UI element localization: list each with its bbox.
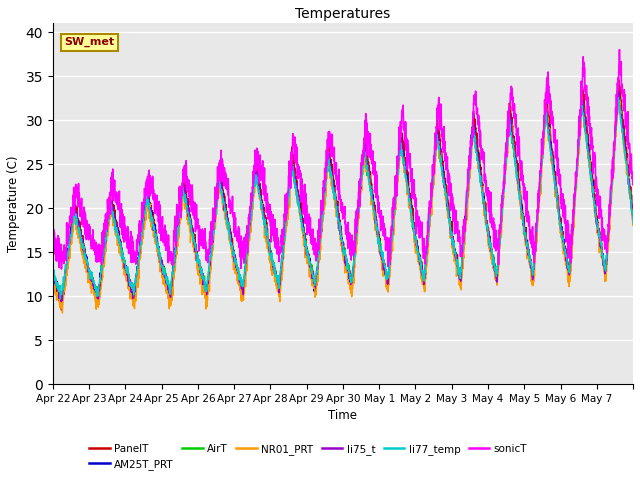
Line: AirT: AirT [53,95,633,300]
AM25T_PRT [232,263,240,269]
li77_temp [232,263,240,268]
AirT [232,265,240,271]
PanelT [378,252,386,258]
Y-axis label: Temperature (C): Temperature (C) [7,156,20,252]
NR01_PRT [108,193,115,199]
Line: li77_temp: li77_temp [53,97,633,299]
sonicT [232,228,240,234]
li77_temp [378,253,386,259]
sonicT [621,108,629,113]
AirT [108,204,115,210]
PanelT [518,201,526,207]
NR01_PRT [232,270,240,276]
sonicT [629,176,637,181]
AM25T_PRT [629,216,637,221]
Title: Temperatures: Temperatures [295,7,390,21]
AM25T_PRT [49,275,57,280]
AirT [551,178,559,183]
NR01_PRT [629,215,637,221]
AM25T_PRT [614,84,622,90]
li77_temp [518,211,526,217]
li77_temp [551,179,559,184]
NR01_PRT [614,95,622,100]
sonicT [49,229,57,235]
NR01_PRT [49,280,57,286]
PanelT [629,204,637,210]
li75_t [629,214,637,219]
NR01_PRT [621,152,629,158]
AM25T_PRT [93,299,101,305]
li77_temp [621,149,629,155]
PanelT [621,138,629,144]
sonicT [378,226,386,232]
Line: NR01_PRT: NR01_PRT [53,97,633,313]
PanelT [58,307,65,313]
li77_temp [108,206,115,212]
AirT [518,208,526,214]
li75_t [518,210,526,216]
NR01_PRT [59,310,67,316]
li75_t [614,84,622,90]
PanelT [614,75,622,81]
li77_temp [614,95,622,100]
AirT [614,92,622,98]
AM25T_PRT [108,197,115,203]
li75_t [58,299,65,305]
PanelT [232,263,240,268]
NR01_PRT [551,184,559,190]
NR01_PRT [378,267,386,273]
li77_temp [56,296,64,302]
AirT [93,297,101,303]
Line: PanelT: PanelT [53,78,633,310]
AirT [621,153,629,159]
AM25T_PRT [551,177,559,183]
Text: SW_met: SW_met [65,37,115,48]
sonicT [551,138,559,144]
Line: li75_t: li75_t [53,87,633,302]
li75_t [378,257,386,263]
AirT [49,274,57,280]
li75_t [621,148,629,154]
sonicT [616,47,623,52]
li77_temp [629,220,637,226]
sonicT [58,266,65,272]
li77_temp [49,269,57,275]
Legend: PanelT, AM25T_PRT, AirT, NR01_PRT, li75_t, li77_temp, sonicT: PanelT, AM25T_PRT, AirT, NR01_PRT, li75_… [85,440,531,474]
sonicT [108,174,115,180]
AirT [378,258,386,264]
AM25T_PRT [621,148,629,154]
NR01_PRT [518,217,526,223]
li75_t [232,263,240,269]
sonicT [518,170,526,176]
X-axis label: Time: Time [328,409,358,422]
AirT [629,216,637,221]
li75_t [551,176,559,181]
AM25T_PRT [518,209,526,215]
Line: AM25T_PRT: AM25T_PRT [53,87,633,302]
li75_t [49,274,57,279]
Line: sonicT: sonicT [53,49,633,269]
PanelT [108,194,115,200]
PanelT [551,171,559,177]
AM25T_PRT [378,254,386,260]
li75_t [108,200,115,206]
PanelT [49,267,57,273]
